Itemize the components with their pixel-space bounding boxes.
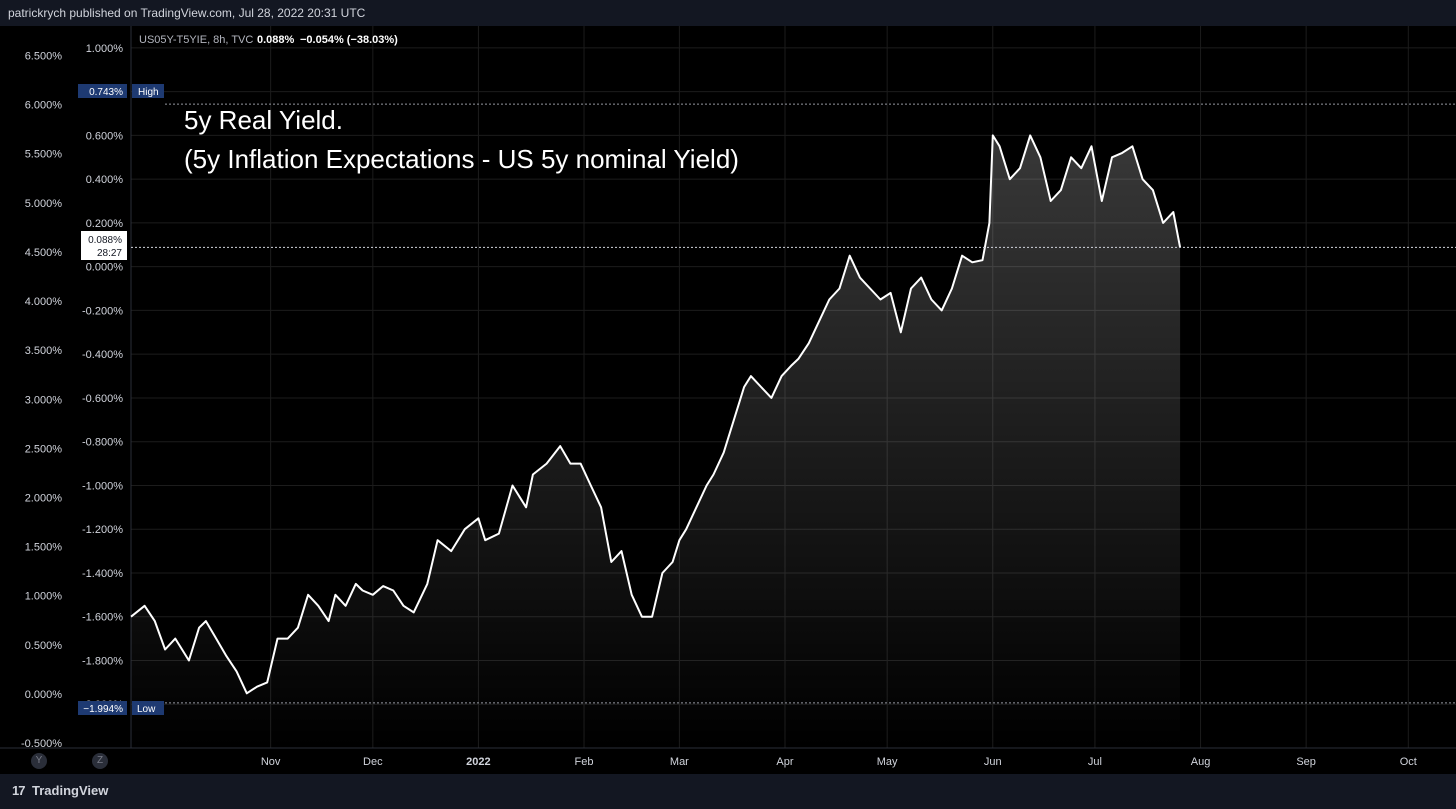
annotation-line1[interactable]: 5y Real Yield. (184, 105, 343, 135)
low-marker: −1.994% Low (78, 701, 164, 715)
footer: 17 TradingView (0, 774, 1456, 809)
right-axis-tick-label: 0.200% (86, 218, 124, 230)
left-axis-tick-label: 5.500% (25, 149, 63, 161)
time-axis-tick-label: Jun (984, 756, 1002, 768)
time-axis-tick-label: Jul (1088, 756, 1102, 768)
left-axis-tick-label: 2.000% (25, 493, 63, 505)
left-axis-tick-label: 6.000% (25, 100, 63, 112)
left-axis-tick-label: 3.000% (25, 394, 63, 406)
left-axis-tick-label: 2.500% (25, 443, 63, 455)
left-axis-tick-label: 1.000% (25, 591, 63, 603)
low-value: −1.994% (83, 704, 123, 715)
high-marker: 0.743% High (78, 84, 164, 98)
high-label-box (132, 84, 164, 98)
time-axis-tick-label: Oct (1400, 756, 1417, 768)
series-line[interactable] (130, 134, 1182, 695)
legend-last: 0.088% (257, 34, 295, 46)
countdown: 28:27 (97, 248, 122, 259)
left-axis-tick-label: 0.500% (25, 640, 63, 652)
tradingview-logo[interactable]: 17 TradingView (12, 783, 108, 798)
chart-frame[interactable]: 6.500% 6.000% 5.500% 5.000% 4.500% 4.000% 3.50… (0, 26, 1456, 774)
legend-symbol[interactable]: US05Y-T5YIE, 8h, TVC (139, 34, 253, 46)
low-label: Low (137, 704, 156, 715)
left-axis-tick-label: 5.000% (25, 198, 63, 210)
left-axis-ticks[interactable]: 6.500% 6.000% 5.500% 5.000% 4.500% 4.000% 3.50… (21, 50, 62, 750)
left-axis-tick-label: 0.000% (25, 689, 63, 701)
left-axis-tick-label: 1.500% (25, 542, 63, 554)
right-axis-tick-label: 0.600% (86, 130, 124, 142)
time-axis-tick-label: Mar (670, 756, 689, 768)
low-value-box (78, 701, 127, 715)
low-label-box (132, 701, 164, 715)
last-price-box (81, 231, 127, 260)
left-axis-tick-label: 4.000% (25, 296, 63, 308)
time-axis-tick-label: Nov (261, 756, 281, 768)
right-axis-tick-label: -1.600% (82, 612, 123, 624)
left-axis-tick-label: 6.500% (25, 50, 63, 62)
time-axis-tick-label: May (877, 756, 898, 768)
high-value-box (78, 84, 127, 98)
annotation-line2[interactable]: (5y Inflation Expectations - US 5y nomin… (184, 144, 739, 174)
publish-info: patrickrych published on TradingView.com… (8, 6, 366, 20)
left-axis-tick-label: 3.500% (25, 345, 63, 357)
right-axis-tick-label: -1.800% (82, 655, 123, 667)
right-axis-tick-label: -0.600% (82, 393, 123, 405)
time-axis-ticks[interactable]: Nov Dec 2022 Feb Mar Apr May Jun Jul Aug Sep Oct (261, 756, 1417, 768)
legend[interactable]: US05Y-T5YIE, 8h, TVC 0.088% −0.054% (−38… (139, 34, 398, 46)
chart-canvas[interactable]: 6.500% 6.000% 5.500% 5.000% 4.500% 4.000% 3.50… (0, 26, 1456, 774)
high-value: 0.743% (89, 87, 123, 98)
right-axis-tick-label: -0.200% (82, 305, 123, 317)
time-axis-tick-label: Aug (1191, 756, 1211, 768)
legend-change: −0.054% (−38.03%) (300, 34, 398, 46)
z-axis-button[interactable]: Z (92, 753, 108, 769)
right-axis-tick-label: -1.000% (82, 480, 123, 492)
time-axis-tick-label: Feb (575, 756, 594, 768)
right-axis-tick-label: -0.800% (82, 437, 123, 449)
last-price-marker: 0.088% 28:27 (81, 231, 127, 260)
y-axis-button[interactable]: Y (31, 753, 47, 769)
high-label: High (138, 87, 159, 98)
right-axis-tick-label: 0.400% (86, 174, 124, 186)
left-axis-tick-label: -0.500% (21, 738, 62, 750)
right-axis-tick-label: 0.000% (86, 262, 124, 274)
right-axis-tick-label: -1.200% (82, 524, 123, 536)
last-price-value: 0.088% (88, 235, 122, 246)
right-axis-tick-label: -1.400% (82, 568, 123, 580)
left-axis-tick-label: 4.500% (25, 247, 63, 259)
right-axis-tick-label: -0.400% (82, 349, 123, 361)
publish-header: patrickrych published on TradingView.com… (0, 0, 1456, 26)
right-axis-tick-label: 1.000% (86, 43, 124, 55)
annotation[interactable]: 5y Real Yield. (5y Inflation Expectation… (184, 105, 739, 174)
time-axis-tick-label: Apr (776, 756, 793, 768)
brand-name: TradingView (32, 783, 109, 798)
tradingview-logo-mark: 17 (12, 783, 25, 798)
right-axis-ticks[interactable]: 1.000%0.800%0.600%0.400%0.200%0.000%-0.2… (82, 43, 123, 711)
time-axis-tick-label: 2022 (466, 756, 490, 768)
time-axis-tick-label: Sep (1296, 756, 1316, 768)
time-axis-tick-label: Dec (363, 756, 383, 768)
series-area (131, 135, 1181, 748)
